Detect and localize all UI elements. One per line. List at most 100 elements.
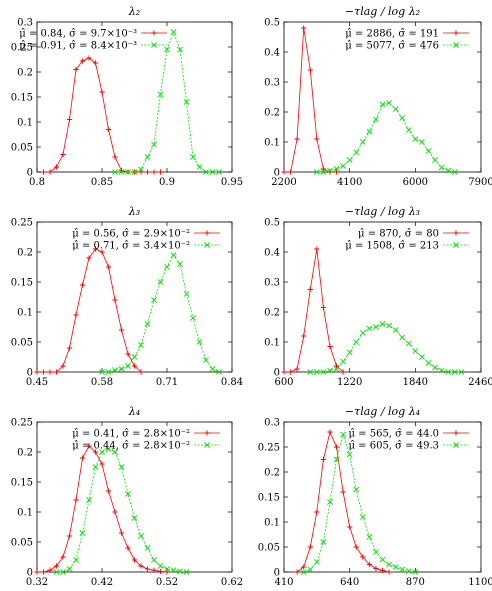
series-2-point [405,340,412,347]
series-1-point [287,369,294,375]
series-1-point [333,444,340,450]
series-2-point [183,569,190,575]
series-2-point [327,499,333,505]
series-2-point [177,46,183,53]
x-tick-label: 640 [340,577,359,588]
series-2-point [118,366,125,372]
series-1-point [86,443,92,449]
series-1-point [157,568,164,574]
series-1-point [66,116,73,123]
y-tick-label: 0 [274,368,280,379]
series-2-point [445,369,452,375]
legend-marker-1 [151,30,157,36]
x-tick-label: 0.9 [159,177,175,188]
x-tick-label: 0.8 [29,177,45,188]
series-2-point [379,101,386,108]
y-tick-label: 0 [27,168,33,179]
x-tick-label: 2460 [468,377,492,388]
legend-label-2: μ̂ = 605, σ̂ = 49.3 [348,441,439,452]
series-1-point [79,455,86,461]
y-tick-label: 0.15 [258,493,280,504]
series-2-point [196,164,203,170]
series-1-point [92,449,99,455]
series-2-point [418,354,425,360]
series-1-point [40,369,47,375]
chart-title: −τlag / log λ₄ [345,405,420,418]
series-2-point [60,569,66,575]
series-1-point [281,369,287,375]
y-tick-label: 0.2 [264,468,280,479]
y-tick-label: 0.1 [264,138,280,149]
legend-marker-1 [204,230,210,236]
series-2-point [386,561,392,568]
series-2-point [203,357,209,363]
series-1-point [301,333,307,339]
series-2-point [346,157,353,163]
series-line-1 [284,27,337,173]
legend-label-1: μ̂ = 0.56, σ̂ = 2.9×10⁻² [72,229,190,240]
series-1-point [386,569,392,575]
series-2-point [340,163,347,169]
series-2-point [346,451,353,458]
legend-marker-2 [453,442,459,448]
series-2-point [307,369,314,375]
chart-title: −τlag / log λ₃ [345,205,420,218]
series-1-point [60,363,66,369]
series-1-point [320,304,326,311]
y-tick-label: 0.25 [11,418,33,429]
series-1-point [138,169,144,175]
chart-panel-3: λ₃ 0.45 0.58 0.71 0.84 0 0.05 0.1 0.15 0.2 0.25 μ̂ … [11,205,243,388]
series-1-point [294,569,300,575]
series-1-point [151,169,157,175]
series-1-point [66,533,73,539]
series-2-point [196,339,203,345]
chart-panel-5: λ₄ 0.32 0.42 0.52 0.62 0 0.05 0.1 0.15 0.2 0.25 μ̂ … [11,405,243,588]
series-2-point [131,515,138,521]
series-1-point [151,567,157,573]
x-tick-label: 0.52 [156,577,178,588]
series-2-point [66,566,73,572]
series-2-point [164,46,170,53]
series-2-point [425,148,432,154]
series-2-point [118,169,125,175]
series-2-point [157,279,164,285]
x-tick-label: 7900 [468,177,492,188]
chart-panel-2: −τlag / log λ₂ 2200 4100 6000 7900 0 0.1 0.2 0.3… [264,5,492,188]
plot-frame [283,21,482,173]
x-tick-label: 600 [274,377,293,388]
series-line-2 [316,102,455,173]
series-2-point [392,327,399,333]
series-2-point [340,358,347,365]
series-2-point [359,514,366,520]
series-2-point [99,449,105,455]
series-line-1 [284,248,344,373]
series-2-point [170,252,177,258]
series-1-point [340,369,346,375]
y-tick-label: 0.25 [258,443,280,454]
series-1-point [307,67,313,73]
series-2-point [438,164,445,171]
plot-frame [36,421,233,573]
series-2-point [353,149,360,156]
series-1-point [92,60,99,66]
series-1-point [294,136,300,142]
series-2-point [327,167,333,174]
series-1-point [92,246,99,252]
legend-marker-1 [204,430,210,436]
y-tick-label: 0.4 [264,248,280,259]
x-tick-label: 0.85 [91,177,113,188]
series-2-point [353,339,360,345]
series-1-point [320,166,326,172]
series-2-point [313,369,320,375]
chart-title: λ₃ [128,205,140,218]
series-1-point [138,563,144,569]
y-tick-label: 0.2 [17,248,33,259]
legend-marker-1 [453,30,459,36]
series-1-point [105,264,112,270]
series-2-point [157,91,164,98]
series-2-point [379,556,386,563]
series-1-point [112,154,118,160]
series-1-point [314,509,320,515]
series-2-point [170,29,177,35]
series-2-point [138,533,144,539]
